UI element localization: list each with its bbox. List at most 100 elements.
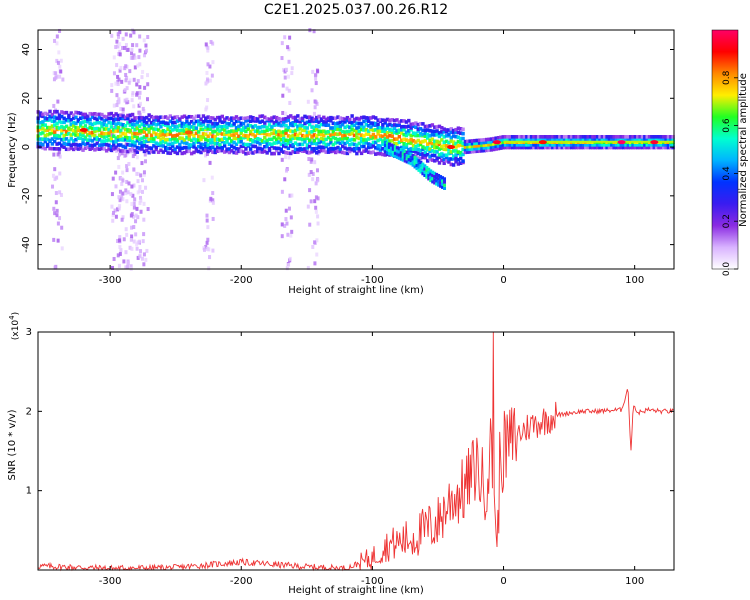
- ridge-cell: [263, 131, 267, 136]
- ridge-cell: [364, 122, 368, 127]
- ridge-cell: [78, 123, 83, 128]
- noise-cell: [143, 159, 147, 164]
- ridge-cell: [532, 145, 536, 150]
- branch-cell: [395, 152, 399, 156]
- ridge-cell: [197, 140, 201, 144]
- ridge-cell: [345, 147, 350, 151]
- ridge-cell: [263, 115, 267, 120]
- ridge-cell: [102, 142, 106, 147]
- ridge-cell: [227, 150, 232, 155]
- ridge-cell: [41, 137, 45, 142]
- ridge-cell: [286, 151, 291, 156]
- ridge-cell: [652, 137, 656, 142]
- ridge-cell: [425, 142, 430, 146]
- ridge-cell: [135, 138, 140, 143]
- ridge-cell: [513, 145, 517, 150]
- noise-cell: [141, 106, 145, 111]
- ridge-cell: [329, 115, 333, 120]
- ridge-cell: [180, 151, 184, 156]
- branch-cell: [407, 154, 411, 159]
- ridge-cell: [230, 118, 234, 123]
- branch-cell: [397, 153, 401, 157]
- noise-cell: [57, 150, 61, 155]
- ridge-cell: [55, 127, 59, 132]
- ridge-cell: [270, 125, 274, 129]
- ridge-cell: [218, 143, 222, 147]
- ridge-cell: [197, 134, 201, 139]
- noise-cell: [118, 49, 122, 54]
- ridge-cell: [38, 111, 43, 115]
- ridge-cell: [647, 137, 652, 142]
- branch-cell: [399, 154, 403, 158]
- ridge-cell: [178, 128, 182, 133]
- ridge-cell: [173, 136, 177, 141]
- ridge-cell: [256, 125, 260, 130]
- ridge-cell: [303, 147, 307, 151]
- ridge-cell: [430, 141, 435, 146]
- ridge-cell: [241, 116, 246, 121]
- branch-cell: [401, 155, 405, 159]
- ridge-cell: [617, 143, 621, 147]
- ridge-cell: [90, 139, 95, 143]
- ridge-cell: [173, 124, 177, 129]
- ridge-cell: [62, 111, 66, 115]
- ridge-cell: [348, 120, 352, 124]
- ridge-cell: [324, 150, 328, 154]
- ridge-cell: [315, 124, 319, 128]
- ridge-cell: [487, 142, 491, 147]
- ridge-cell: [246, 123, 250, 128]
- ridge-cell: [312, 128, 317, 133]
- ridge-cell: [310, 141, 314, 146]
- ridge-cell: [104, 134, 109, 139]
- ridge-cell: [515, 143, 520, 147]
- ridge-cell: [123, 137, 128, 142]
- branch-cell: [407, 158, 411, 162]
- ridge-cell: [218, 145, 222, 150]
- branch-cell: [391, 150, 395, 154]
- ridge-cell: [355, 131, 359, 136]
- ridge-cell: [253, 150, 258, 154]
- ridge-cell: [312, 138, 317, 143]
- ridge-cell: [392, 123, 397, 127]
- ridge-cell: [119, 113, 123, 118]
- ridge-cell: [369, 150, 373, 155]
- ridge-cell: [317, 149, 321, 154]
- ridge-cell: [449, 127, 453, 131]
- branch-cell: [411, 163, 415, 167]
- ridge-cell: [414, 147, 418, 151]
- ridge-cell: [416, 147, 420, 152]
- ridge-cell: [305, 143, 309, 147]
- ridge-cell: [598, 143, 602, 147]
- noise-cell: [130, 98, 134, 103]
- noise-cell: [129, 192, 133, 197]
- noise-cell: [52, 206, 56, 211]
- ridge-cell: [451, 163, 456, 167]
- noise-cell: [313, 73, 317, 78]
- ridge-cell: [227, 142, 232, 147]
- ridge-cell: [333, 122, 338, 126]
- noise-cell: [135, 246, 139, 251]
- ridge-cell: [161, 115, 166, 120]
- ridge-cell: [577, 143, 581, 147]
- ridge-cell: [291, 136, 295, 141]
- ridge-cell: [116, 117, 121, 122]
- ridge-cell: [305, 115, 309, 120]
- ridge-cell: [232, 145, 236, 150]
- ridge-cell: [182, 150, 187, 155]
- ridge-cell: [208, 119, 213, 124]
- snr-multiplier-exponent: 4: [8, 315, 16, 320]
- ridge-cell: [567, 135, 571, 139]
- noise-cell: [54, 75, 58, 80]
- noise-cell: [138, 34, 142, 39]
- ridge-cell: [558, 135, 562, 139]
- ridge-cell: [539, 145, 543, 150]
- branch-cell: [415, 157, 419, 161]
- branch-cell: [385, 141, 389, 145]
- noise-cell: [142, 201, 146, 206]
- ridge-cell: [232, 136, 236, 140]
- ridge-cell: [277, 132, 281, 137]
- ridge-cell: [404, 120, 409, 124]
- noise-cell: [118, 42, 122, 47]
- branch-cell: [384, 143, 388, 148]
- ridge-cell: [256, 136, 260, 141]
